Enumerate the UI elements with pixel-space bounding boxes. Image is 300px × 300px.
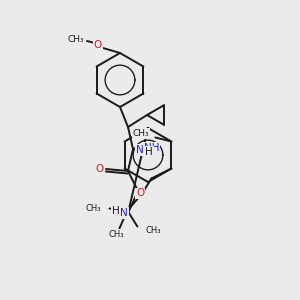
Text: CH₃: CH₃ [133,129,149,138]
Text: NH: NH [144,143,160,153]
Text: O: O [96,164,104,174]
Text: O: O [94,40,102,50]
Text: CH₃: CH₃ [146,226,161,235]
Text: O: O [136,188,145,199]
Text: H: H [145,147,153,157]
Text: N: N [120,208,128,218]
Text: CH₃: CH₃ [109,230,124,239]
Text: N: N [136,145,144,155]
Text: CH₃: CH₃ [68,34,84,43]
Text: CH₃: CH₃ [86,204,101,213]
Text: H: H [112,206,120,216]
